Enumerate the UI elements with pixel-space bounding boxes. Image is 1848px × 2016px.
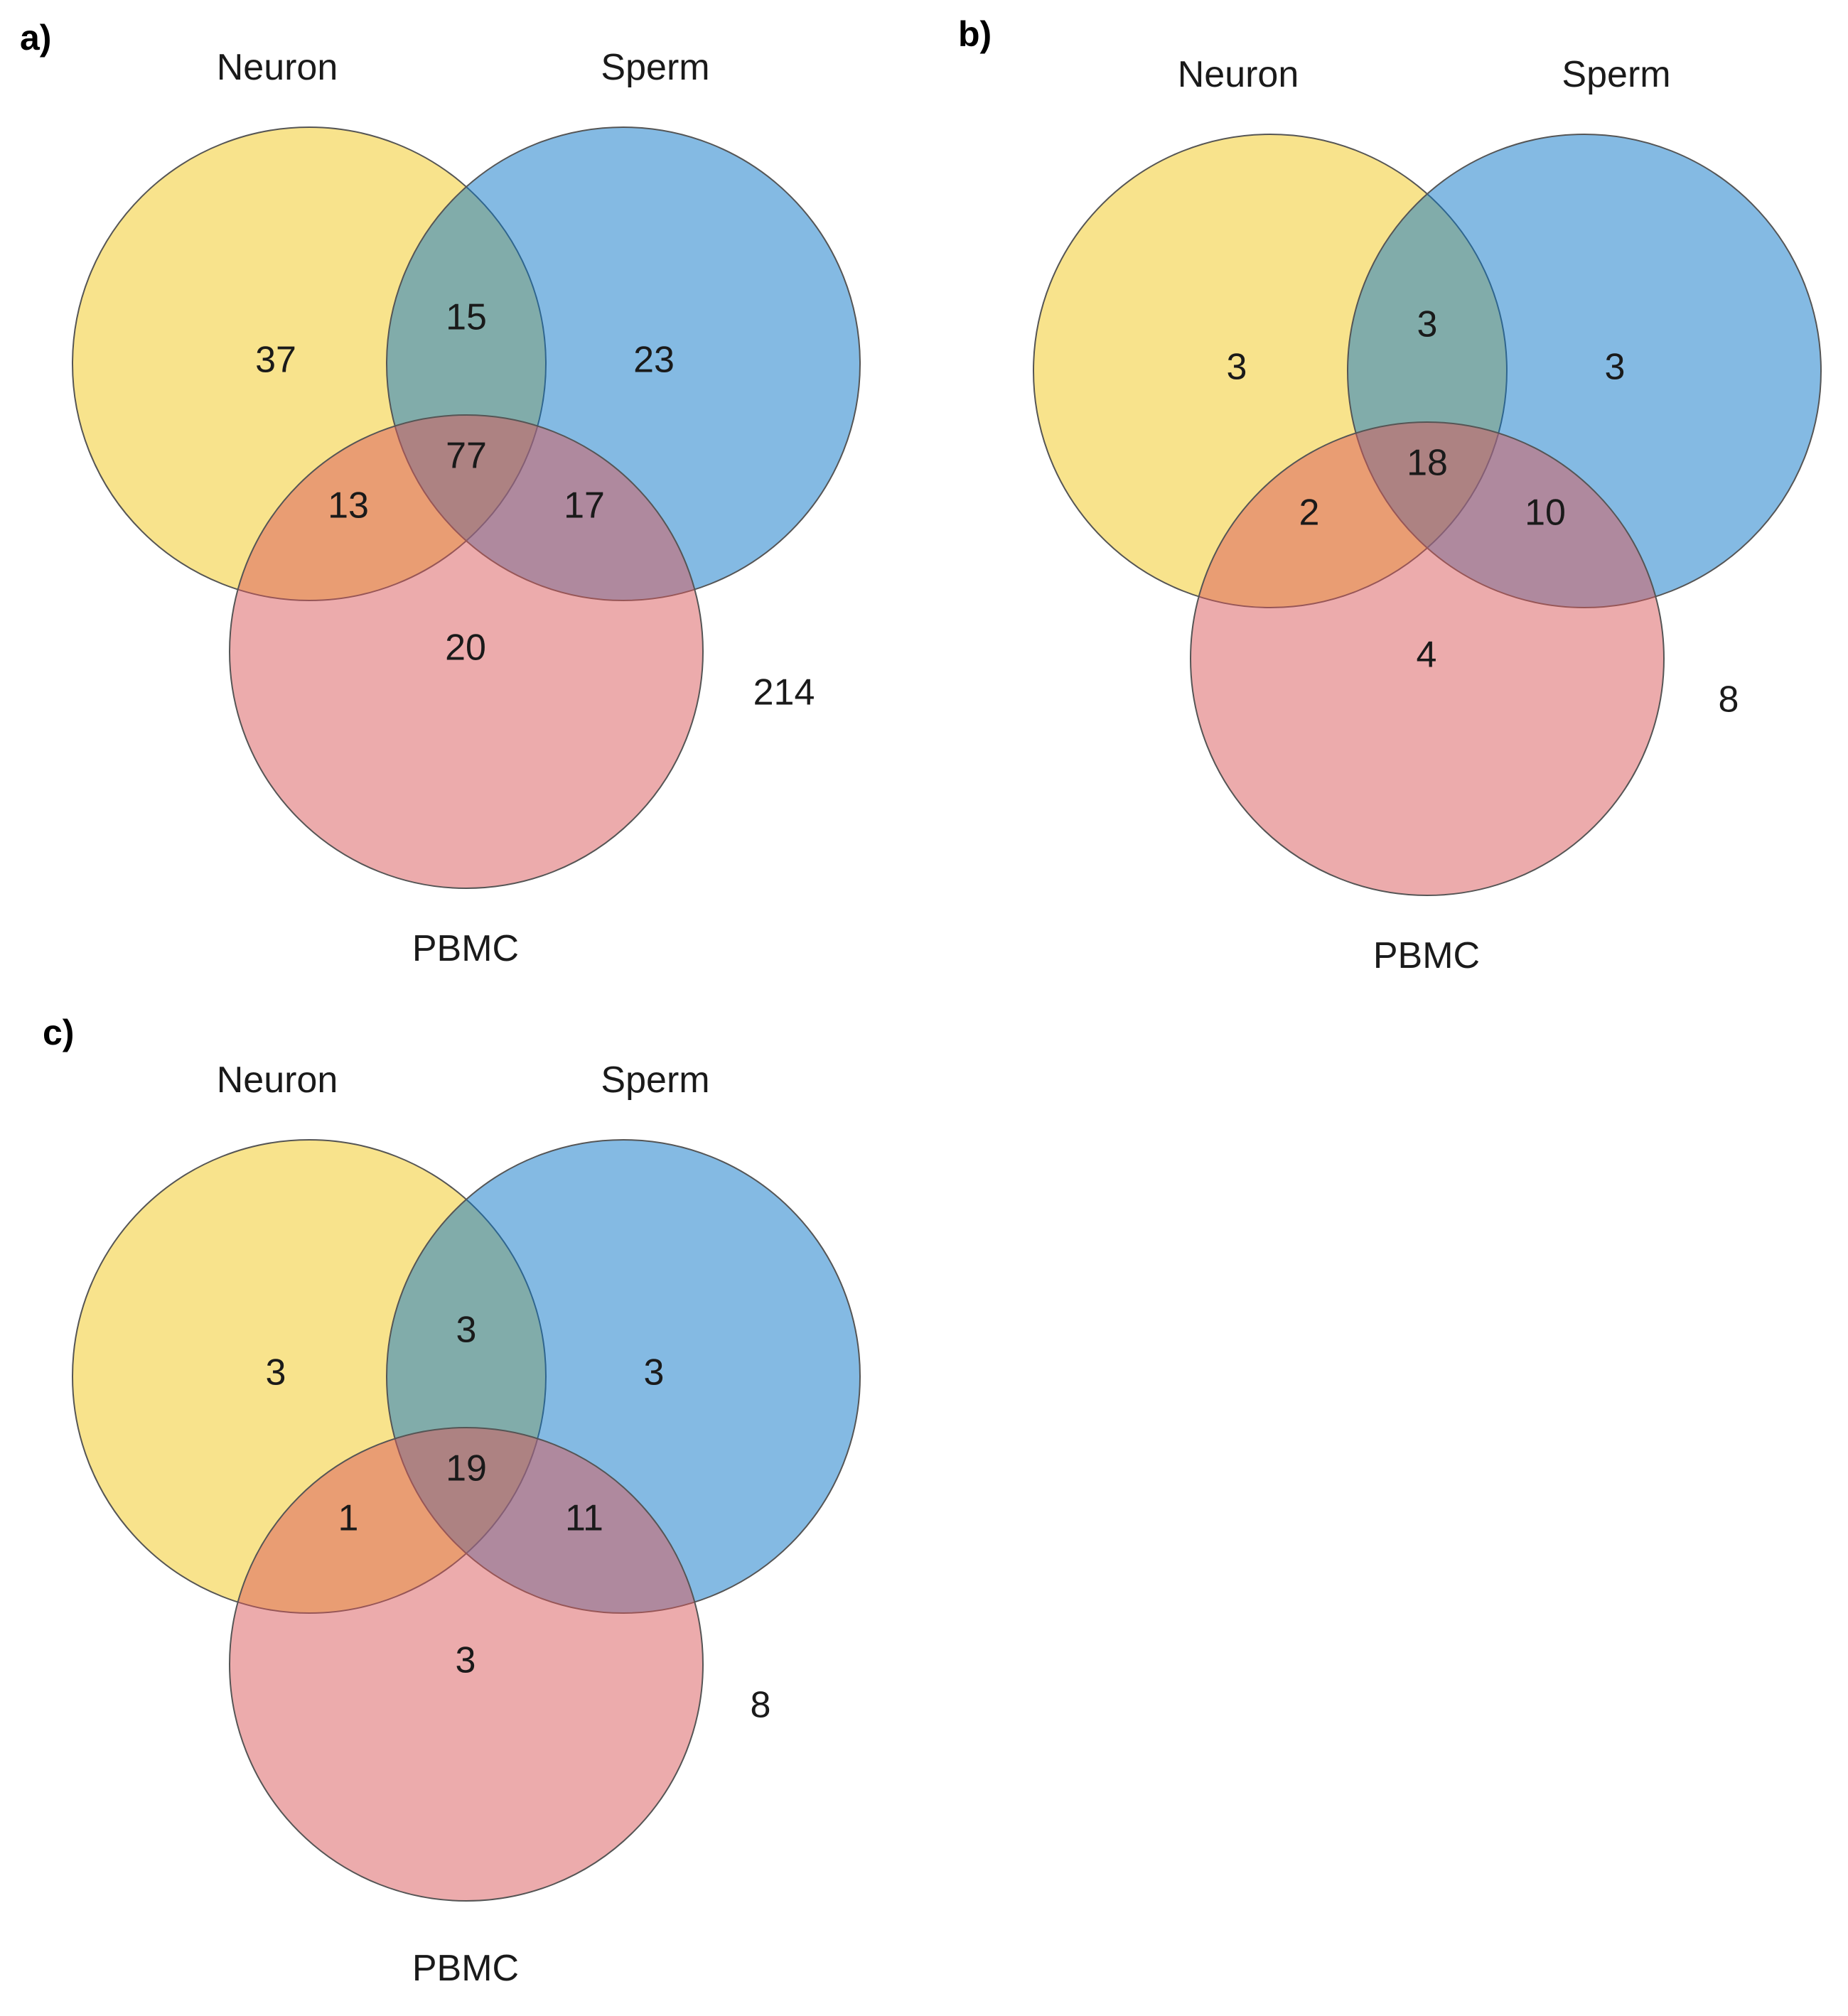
count-sperm-pbmc: 10	[1525, 492, 1566, 534]
circle-pbmc	[229, 414, 704, 889]
count-all: 19	[446, 1448, 487, 1489]
venn-panel-c: c) Neuron Sperm PBMC 3 3 3 3 1 11 19 8	[43, 1013, 861, 1989]
count-sperm-only: 3	[644, 1352, 665, 1394]
count-neuron-sperm: 3	[456, 1310, 477, 1351]
count-sperm-pbmc: 11	[565, 1498, 603, 1539]
panel-label-b: b)	[958, 14, 992, 54]
count-neuron-sperm: 15	[446, 297, 487, 338]
venn-panel-b: b) Neuron Sperm PBMC 3 3 4 3 2 10 18 8	[958, 14, 1822, 976]
count-all: 18	[1407, 443, 1448, 484]
count-outside: 8	[751, 1685, 771, 1726]
set-label-pbmc: PBMC	[1373, 935, 1480, 976]
count-neuron-pbmc: 1	[338, 1498, 359, 1539]
set-label-pbmc: PBMC	[412, 1948, 519, 1989]
set-label-neuron: Neuron	[217, 1060, 338, 1101]
count-neuron-only: 37	[255, 340, 296, 381]
count-pbmc-only: 20	[445, 627, 486, 669]
count-sperm-pbmc: 17	[564, 485, 605, 527]
count-outside: 214	[753, 672, 815, 713]
count-sperm-only: 23	[633, 340, 675, 381]
set-label-sperm: Sperm	[601, 1060, 709, 1101]
count-outside: 8	[1719, 679, 1739, 721]
circle-pbmc	[229, 1427, 704, 1902]
set-label-sperm: Sperm	[1562, 54, 1670, 95]
count-neuron-sperm: 3	[1417, 304, 1438, 345]
count-neuron-only: 3	[266, 1352, 286, 1394]
panel-label-a: a)	[20, 18, 51, 58]
venn-panel-a: a) Neuron Sperm PBMC 37 23 20 15 13 17 7…	[20, 18, 861, 969]
count-neuron-pbmc: 13	[328, 485, 369, 527]
count-sperm-only: 3	[1605, 347, 1626, 388]
count-neuron-pbmc: 2	[1299, 492, 1320, 534]
count-pbmc-only: 3	[456, 1640, 476, 1681]
panel-label-c: c)	[43, 1013, 74, 1052]
set-label-pbmc: PBMC	[412, 928, 519, 969]
circle-pbmc	[1190, 421, 1665, 896]
set-label-neuron: Neuron	[217, 47, 338, 88]
count-neuron-only: 3	[1227, 347, 1247, 388]
count-pbmc-only: 4	[1417, 635, 1437, 676]
count-all: 77	[446, 436, 487, 477]
set-label-sperm: Sperm	[601, 47, 709, 88]
set-label-neuron: Neuron	[1178, 54, 1299, 95]
